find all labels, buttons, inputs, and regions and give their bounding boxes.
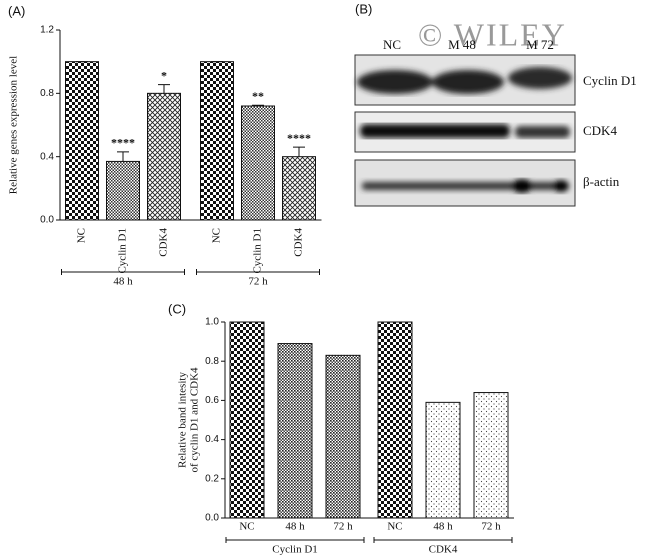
bar [282, 156, 316, 221]
group-bracket [373, 537, 513, 543]
y-tick-label: 0.4 [205, 434, 219, 445]
x-tick-label: Cyclin D1 [252, 228, 264, 274]
x-tick-label: NC [211, 228, 223, 243]
group-label: 72 h [248, 276, 268, 288]
y-tick-label: 0.0 [40, 215, 54, 226]
y-tick-label: 0.8 [40, 88, 54, 99]
band-label: β-actin [583, 174, 620, 189]
x-tick-label: 48 h [433, 521, 453, 533]
group-bracket [225, 537, 365, 543]
x-tick-label: 72 h [333, 521, 353, 533]
x-tick-label: Cyclin D1 [117, 228, 129, 274]
y-tick-label: 0.2 [205, 473, 219, 484]
bar [425, 401, 461, 519]
x-tick-label: NC [239, 521, 254, 533]
significance: **** [287, 131, 311, 145]
lane-label: NC [383, 37, 401, 52]
x-tick-label: CDK4 [293, 228, 305, 257]
blot [354, 54, 576, 207]
group-bracket [196, 269, 320, 275]
bar [241, 105, 275, 221]
error-bar [158, 84, 170, 94]
group-label: 48 h [113, 276, 133, 288]
bar [377, 321, 413, 519]
y-axis-label: Relative genes expression level [8, 56, 20, 194]
panel-label: (B) [355, 1, 372, 16]
x-tick-label: CDK4 [158, 228, 170, 257]
band-label: CDK4 [583, 123, 617, 138]
significance: ** [252, 89, 264, 103]
y-tick-label: 1.0 [205, 317, 219, 328]
group-bracket [61, 269, 185, 275]
y-tick-label: 0.6 [205, 395, 219, 406]
y-axis-label: of cyclin D1 and CDK4 [189, 367, 201, 473]
group-label: Cyclin D1 [272, 544, 318, 555]
band-label: Cyclin D1 [583, 73, 637, 88]
error-bar [252, 104, 264, 106]
bar [200, 61, 234, 221]
lane-label: M 48 [448, 37, 476, 52]
x-tick-label: 48 h [285, 521, 305, 533]
significance: * [161, 68, 167, 82]
watermark: © WILEY [418, 16, 567, 52]
y-tick-label: 1.2 [40, 25, 54, 36]
bar [325, 354, 361, 519]
bar [65, 61, 99, 221]
lane-label: M 72 [526, 37, 554, 52]
panel-label: (A) [8, 3, 25, 18]
bar [106, 160, 140, 221]
panel-label: (C) [168, 301, 186, 316]
bar [229, 321, 265, 519]
error-bar [293, 146, 305, 157]
y-tick-label: 0.4 [40, 151, 54, 162]
bar [473, 392, 509, 519]
bar [147, 92, 181, 221]
x-tick-label: NC [76, 228, 88, 243]
y-axis-label: Relative band intesity [177, 372, 189, 468]
bar [277, 343, 313, 519]
x-tick-label: NC [387, 521, 402, 533]
y-tick-label: 0.8 [205, 356, 219, 367]
group-label: CDK4 [429, 544, 458, 555]
x-tick-label: 72 h [481, 521, 501, 533]
significance: **** [111, 136, 135, 150]
error-bar [117, 151, 129, 162]
y-tick-label: 0.0 [205, 513, 219, 524]
